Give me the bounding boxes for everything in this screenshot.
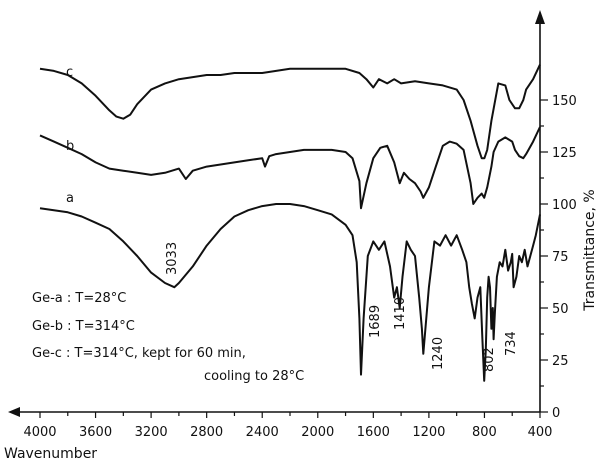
- x-tick-label: 3200: [135, 425, 168, 440]
- peak-label-1689: 1689: [368, 305, 383, 338]
- peak-label-734: 734: [504, 331, 519, 356]
- x-tick-label: 800: [472, 425, 497, 440]
- x-tick-label: 4000: [23, 425, 56, 440]
- y-tick-label: 0: [552, 406, 560, 421]
- x-tick-label: 400: [528, 425, 553, 440]
- legend-line-ge-c: Ge-c : T=314°C, kept for 60 min,: [32, 346, 246, 361]
- y-tick-label: 100: [552, 198, 577, 213]
- series-line-b: [39, 126, 541, 210]
- legend-line-ge-c-cooling: cooling to 28°C: [204, 369, 304, 384]
- x-axis-arrow: [8, 407, 20, 417]
- series-group: [39, 64, 541, 382]
- x-tick-label: 1200: [412, 425, 445, 440]
- y-tick-label: 25: [552, 354, 569, 369]
- series-label-group: c b a: [66, 65, 74, 206]
- series-label-a: a: [66, 191, 74, 206]
- legend-line-ge-b: Ge-b : T=314°C: [32, 319, 135, 334]
- y-ticks: 0 25 50 75 100 125 150: [540, 94, 577, 421]
- condition-legend: Ge-a : T=28°C Ge-b : T=314°C Ge-c : T=31…: [32, 291, 304, 384]
- series-label-c: c: [66, 65, 73, 80]
- x-tick-label: 2000: [301, 425, 334, 440]
- x-tick-label: 2400: [246, 425, 279, 440]
- y-axis-label: Transmittance, %: [582, 189, 598, 311]
- peak-label-3033: 3033: [165, 242, 180, 275]
- y-tick-label: 50: [552, 302, 569, 317]
- peak-annotations: 3033 1689 1410 1240 802 734: [165, 242, 519, 372]
- x-tick-label: 3600: [79, 425, 112, 440]
- x-tick-label: 2800: [190, 425, 223, 440]
- y-axis-arrow: [535, 10, 545, 24]
- y-tick-label: 125: [552, 146, 577, 161]
- peak-label-1410: 1410: [393, 297, 408, 330]
- x-axis-label: Wavenumber: [4, 446, 97, 462]
- legend-line-ge-a: Ge-a : T=28°C: [32, 291, 126, 306]
- peak-label-802: 802: [482, 347, 497, 372]
- peak-label-1240: 1240: [431, 337, 446, 370]
- x-tick-label: 1600: [357, 425, 390, 440]
- series-label-b: b: [66, 139, 74, 154]
- x-ticks: 4000 3600 3200 2800 2400 2000 1600 1200 800 400: [23, 412, 552, 440]
- y-tick-label: 75: [552, 250, 569, 265]
- series-line-a: [39, 203, 541, 382]
- y-tick-label: 150: [552, 94, 577, 109]
- series-line-c: [39, 64, 541, 160]
